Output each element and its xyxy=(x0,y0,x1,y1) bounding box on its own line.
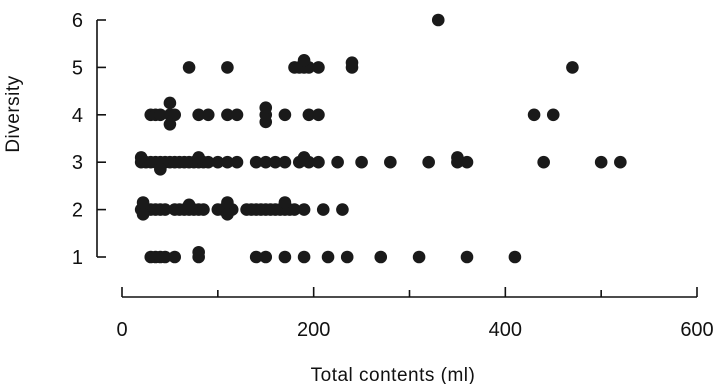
y-tick-label: 5 xyxy=(72,57,83,79)
data-point xyxy=(154,163,167,176)
data-point xyxy=(259,250,273,264)
data-point xyxy=(259,155,273,169)
data-point xyxy=(508,250,522,264)
data-point xyxy=(168,250,182,264)
data-point xyxy=(278,250,292,264)
data-point xyxy=(230,155,244,169)
y-axis: 1 2 3 4 5 6 xyxy=(72,10,106,269)
data-point xyxy=(259,101,273,114)
data-point xyxy=(460,250,474,264)
y-tick-label: 3 xyxy=(72,152,83,174)
data-point xyxy=(355,155,368,169)
data-point xyxy=(192,245,205,259)
data-point xyxy=(422,155,435,169)
data-point xyxy=(221,155,234,169)
data-point xyxy=(594,155,608,169)
data-point xyxy=(201,155,215,169)
x-tick-label: 600 xyxy=(680,319,713,341)
data-point xyxy=(614,155,627,169)
data-point xyxy=(211,155,225,169)
data-point xyxy=(336,203,349,216)
data-point xyxy=(431,13,445,27)
y-axis-label: Diversity xyxy=(3,75,24,152)
data-point xyxy=(259,115,273,129)
data-point xyxy=(197,203,210,216)
data-point xyxy=(163,96,177,110)
data-point xyxy=(221,61,234,74)
data-point xyxy=(297,151,311,164)
data-point xyxy=(340,250,354,264)
data-point xyxy=(158,203,172,216)
data-point xyxy=(374,250,388,264)
data-point xyxy=(278,155,292,169)
data-point xyxy=(297,203,311,216)
data-point xyxy=(288,203,301,216)
data-point xyxy=(201,108,215,122)
x-ticks: 0 200 400 600 xyxy=(116,287,714,341)
data-point xyxy=(460,155,474,169)
data-point xyxy=(134,151,148,164)
data-point xyxy=(269,155,282,169)
data-point xyxy=(321,250,335,264)
data-points xyxy=(134,13,627,264)
y-tick-label: 4 xyxy=(72,105,83,127)
data-point xyxy=(316,203,330,216)
data-point xyxy=(537,155,550,169)
x-tick-label: 200 xyxy=(297,319,330,341)
data-point xyxy=(297,250,311,264)
data-point xyxy=(182,198,196,212)
data-point xyxy=(302,108,316,122)
data-point xyxy=(278,196,292,209)
data-point xyxy=(278,108,292,122)
data-point xyxy=(546,108,560,122)
data-point xyxy=(527,108,541,122)
data-point xyxy=(345,56,359,69)
data-point xyxy=(154,108,167,122)
data-point xyxy=(230,108,244,122)
data-point xyxy=(249,155,263,169)
y-tick-label: 2 xyxy=(72,200,83,222)
data-point xyxy=(312,108,325,122)
data-point xyxy=(158,250,172,264)
y-ticks: 1 2 3 4 5 6 xyxy=(72,10,106,269)
x-axis: 0 200 400 600 xyxy=(116,287,714,341)
data-point xyxy=(249,250,263,264)
data-point xyxy=(168,108,182,122)
data-point xyxy=(566,61,579,74)
data-point xyxy=(312,155,325,169)
data-point xyxy=(331,155,344,169)
data-point xyxy=(221,208,234,221)
data-point xyxy=(192,151,205,164)
data-point xyxy=(384,155,397,169)
data-point xyxy=(297,53,311,67)
data-point xyxy=(182,61,196,74)
x-axis-label: Total contents (ml) xyxy=(311,365,476,384)
data-point xyxy=(412,250,426,264)
data-point xyxy=(136,208,150,221)
y-tick-label: 6 xyxy=(72,10,83,32)
data-point xyxy=(312,61,325,74)
data-point xyxy=(221,108,234,122)
x-tick-label: 0 xyxy=(116,319,127,341)
data-point xyxy=(221,196,234,209)
data-point xyxy=(451,151,464,164)
y-tick-label: 1 xyxy=(72,247,83,269)
data-point xyxy=(163,117,177,131)
x-tick-label: 400 xyxy=(489,319,522,341)
data-point xyxy=(136,196,150,209)
data-point xyxy=(192,108,205,122)
